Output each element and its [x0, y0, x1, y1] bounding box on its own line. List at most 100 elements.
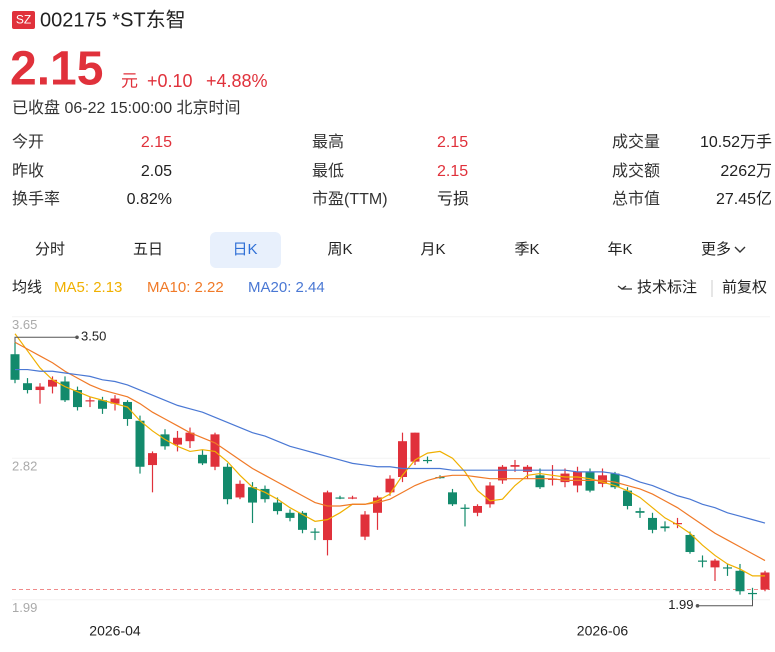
stat-value: 27.45亿: [716, 190, 772, 208]
candle-body: [610, 473, 620, 488]
candle-body: [748, 592, 757, 595]
tab[interactable]: 月K: [420, 241, 445, 258]
candle-body: [360, 514, 370, 537]
high-dot: [75, 335, 79, 340]
candle-body: [623, 490, 632, 506]
action[interactable]: 前复权: [722, 278, 767, 296]
legend-name: MA5: [54, 279, 85, 296]
x-tick-label: 2026-04: [89, 623, 141, 639]
candle-body: [173, 437, 182, 445]
candle-body: [485, 485, 495, 505]
price-unit: 元: [121, 71, 138, 90]
tab-selected-bg: [210, 232, 281, 268]
candle-body: [660, 526, 670, 529]
candle-body: [260, 488, 270, 500]
candle-body: [348, 497, 357, 499]
candle-body: [635, 511, 645, 513]
candle-body: [248, 487, 257, 503]
low-marker: [697, 599, 753, 607]
stat-label: 成交量: [612, 133, 660, 151]
stat-label: 成交额: [612, 162, 660, 180]
tab[interactable]: 分时: [35, 241, 65, 258]
candle-body: [98, 400, 107, 409]
y-tick-label: 1.99: [12, 600, 37, 615]
tab[interactable]: 更多: [701, 241, 731, 258]
stat-value: 10.52万手: [700, 133, 772, 151]
candle-body: [398, 441, 407, 477]
stat-value: 2262万: [720, 163, 772, 180]
tab[interactable]: 季K: [514, 241, 539, 258]
tab[interactable]: 周K: [327, 241, 352, 258]
stat-value: 2.05: [141, 163, 172, 180]
candle-body: [385, 478, 395, 493]
change: +0.10: [147, 71, 193, 91]
legend-entry: MA10: 2.22: [147, 279, 224, 296]
candle-body: [35, 386, 45, 391]
legend-entry: MA5: 2.13: [54, 279, 122, 296]
candle-body: [210, 434, 220, 467]
badge-bg: [12, 11, 35, 29]
candle-body: [185, 432, 195, 442]
candle-body: [298, 512, 307, 530]
high-label: 3.50: [81, 329, 106, 344]
stat-label: 换手率: [12, 190, 60, 208]
badge: SZ: [16, 13, 31, 27]
legend-value: 2.22: [195, 279, 224, 296]
legend-value: 2.44: [296, 279, 325, 296]
candle-body: [423, 459, 432, 462]
legend-value: 2.13: [93, 279, 122, 296]
candle-body: [585, 471, 595, 491]
stat-value: 0.82%: [127, 191, 172, 208]
more-chevron[interactable]: [734, 246, 746, 253]
candle-body: [235, 483, 245, 498]
candle-body: [648, 517, 657, 530]
candle-body: [123, 401, 132, 420]
tab[interactable]: 日K: [232, 241, 257, 258]
stat-label: 今开: [12, 133, 44, 151]
ma-line: [14, 333, 765, 577]
candle-body: [498, 466, 507, 481]
candle-body: [410, 432, 420, 462]
action[interactable]: 技术标注: [637, 279, 697, 296]
stat-label: 最低: [312, 162, 344, 180]
stock-name: 002175 *ST东智: [40, 8, 186, 31]
candle-body: [735, 570, 745, 592]
candle-body: [510, 465, 520, 467]
candle-body: [48, 379, 57, 387]
candle-body: [573, 471, 582, 486]
tab[interactable]: 年K: [607, 241, 632, 258]
candle-body: [535, 475, 545, 488]
stat-value: 2.15: [437, 163, 468, 180]
candle-body: [560, 473, 570, 483]
stat-label: 总市值: [612, 190, 660, 208]
candle-body: [598, 475, 607, 484]
candle-body: [760, 572, 770, 590]
tab[interactable]: 五日: [133, 241, 163, 258]
candle-body: [285, 512, 295, 518]
high-marker: [14, 336, 77, 343]
stat-value: 2.15: [141, 134, 172, 151]
candle-body: [473, 505, 482, 513]
candle-body: [273, 502, 282, 512]
candle-body: [523, 466, 532, 472]
candle-body: [23, 383, 32, 391]
candle-body: [10, 354, 20, 380]
candle-body: [198, 454, 207, 464]
candle-body: [710, 560, 720, 568]
stat-value: 亏损: [437, 190, 469, 208]
legend-name: MA20: [248, 279, 287, 296]
candle-body: [335, 497, 345, 499]
candle-body: [135, 420, 145, 467]
candle-body: [448, 492, 457, 505]
status: 已收盘 06-22 15:00:00 北京时间: [12, 98, 241, 117]
y-tick-label: 2.82: [12, 459, 37, 474]
candle-body: [85, 400, 95, 402]
candle-body: [323, 492, 332, 541]
stat-label: 最高: [312, 133, 344, 151]
candle-body: [460, 507, 470, 509]
candle-body: [60, 381, 70, 401]
ma-line: [14, 341, 766, 562]
stat-value: 2.15: [437, 134, 468, 151]
tag-icon: [617, 285, 632, 290]
